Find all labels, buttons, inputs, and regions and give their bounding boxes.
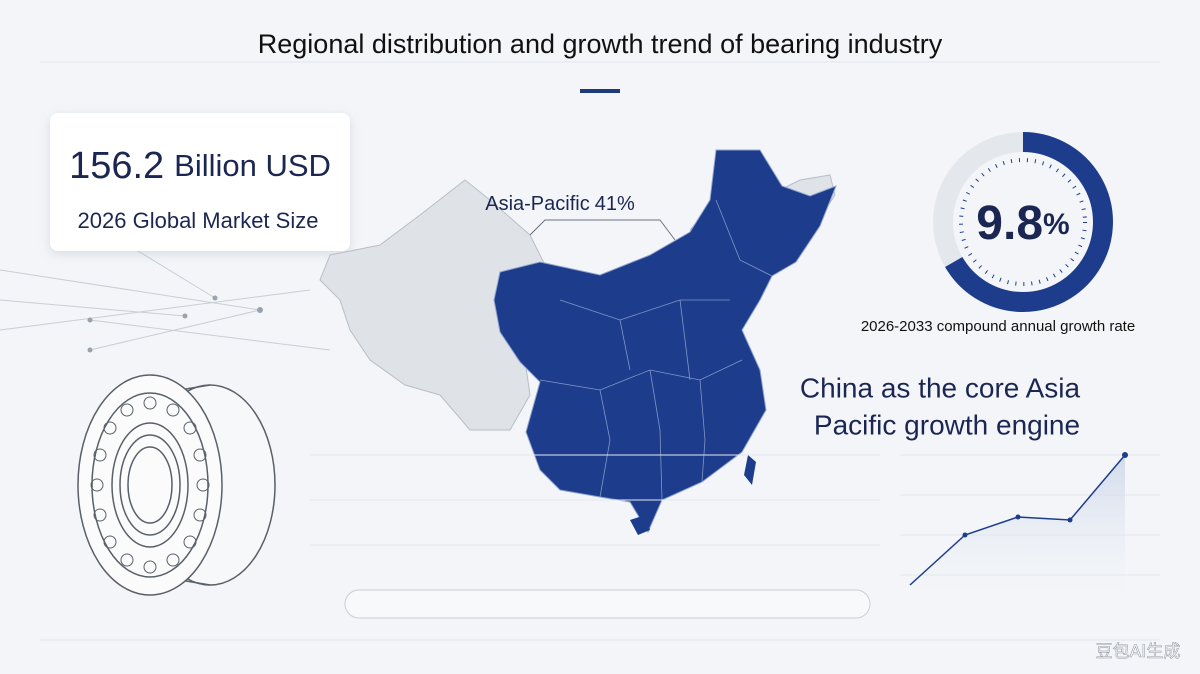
region-name: Asia-Pacific [485, 193, 589, 215]
network-decoration [0, 239, 331, 353]
watermark: 豆包AI生成 [1096, 642, 1181, 662]
hainan [630, 515, 650, 535]
bearing-illustration [77, 374, 276, 596]
decor-points [962, 452, 1128, 538]
donut-arc [945, 132, 1113, 312]
label-connector [529, 219, 676, 241]
market-value: 156.2 [69, 145, 164, 187]
growth-value: 9.8 [976, 197, 1043, 250]
region-label: Asia-Pacific 41% [485, 193, 635, 215]
market-size: 156.2 Billion USD [69, 145, 331, 187]
title-underline [580, 89, 620, 93]
decor-area [910, 455, 1125, 600]
title: Regional distribution and growth trend o… [258, 29, 943, 59]
market-unit: Billion USD [174, 148, 331, 183]
growth-rate: 9.8% [976, 197, 1069, 250]
caption-line: Pacific growth engine [814, 409, 1080, 440]
growth-label: 2026-2033 compound annual growth rate [861, 318, 1135, 335]
market-card [50, 113, 350, 251]
province-borders [539, 199, 773, 501]
donut-ticks [959, 158, 1087, 286]
market-label: 2026 Global Market Size [78, 208, 319, 233]
caption-line: China as the core Asia [800, 372, 1081, 403]
growth-unit: % [1043, 208, 1070, 241]
region-share: 41% [595, 193, 635, 215]
china-map [493, 149, 837, 534]
pill-bar [344, 589, 871, 619]
taiwan [744, 455, 756, 485]
